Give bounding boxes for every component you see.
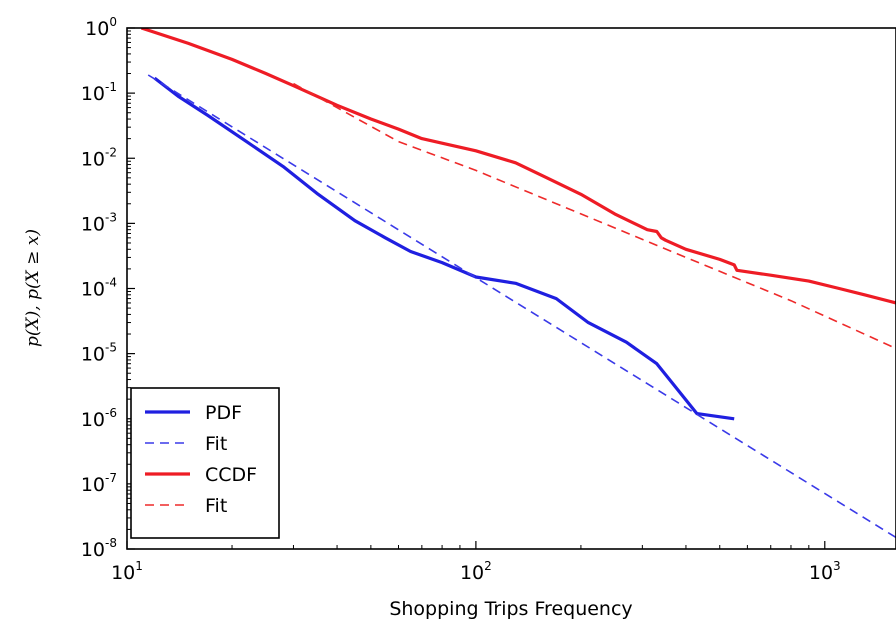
- x-tick-label: 103: [809, 559, 841, 584]
- x-tick-label: 102: [460, 559, 492, 584]
- y-tick-label: 10-2: [81, 145, 117, 170]
- legend: PDF Fit CCDF Fit: [130, 387, 280, 539]
- series-line-fit-3: [293, 82, 896, 350]
- x-axis-label: Shopping Trips Frequency: [389, 598, 632, 620]
- y-axis-label: p(X), p(X ≥ x): [23, 229, 43, 347]
- legend-label: Fit: [205, 433, 227, 455]
- y-tick-label: 10-4: [81, 276, 117, 301]
- x-tick-label: 101: [111, 559, 143, 584]
- legend-label: Fit: [205, 495, 227, 517]
- y-tick-label: 10-8: [81, 536, 117, 561]
- series-line-fit-1: [147, 74, 896, 539]
- y-tick-label: 10-3: [81, 210, 117, 235]
- legend-label: CCDF: [205, 464, 257, 486]
- y-tick-label: 10-5: [81, 341, 117, 366]
- series-layer: [140, 28, 896, 539]
- legend-label: PDF: [205, 402, 242, 424]
- series-line-pdf-0: [153, 76, 735, 421]
- plot-frame: [126, 27, 896, 550]
- y-tick-label: 10-1: [81, 80, 117, 105]
- y-tick-label: 10-6: [81, 406, 117, 431]
- y-tick-label: 10-7: [81, 471, 117, 496]
- series-line-ccdf-2: [140, 28, 896, 305]
- y-tick-label: 100: [85, 15, 117, 40]
